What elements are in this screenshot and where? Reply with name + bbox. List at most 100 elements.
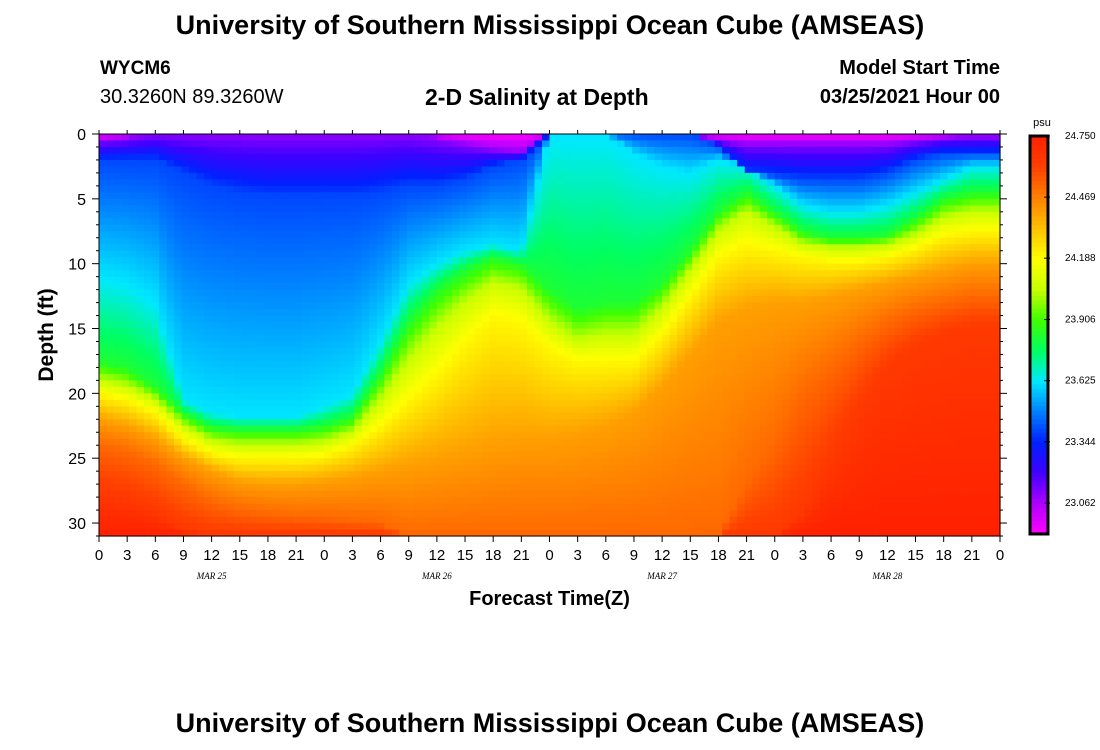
heatmap-cell xyxy=(249,192,258,200)
heatmap-cell xyxy=(564,451,573,459)
heatmap-cell xyxy=(226,386,235,394)
heatmap-cell xyxy=(279,393,288,401)
heatmap-cell xyxy=(617,231,626,239)
heatmap-cell xyxy=(159,347,168,356)
heatmap-cell xyxy=(624,172,633,180)
heatmap-cell xyxy=(219,244,228,252)
heatmap-cell xyxy=(541,140,551,148)
heatmap-cell xyxy=(444,166,453,174)
heatmap-cell xyxy=(294,237,303,245)
heatmap-cell xyxy=(459,484,468,492)
heatmap-cell xyxy=(99,218,108,226)
heatmap-cell xyxy=(549,523,558,531)
heatmap-cell xyxy=(144,172,153,180)
heatmap-cell xyxy=(466,458,476,466)
heatmap-cell xyxy=(331,179,340,187)
heatmap-cell xyxy=(421,373,430,381)
heatmap-cell xyxy=(511,166,521,174)
heatmap-cell xyxy=(459,438,468,446)
heatmap-cell xyxy=(632,464,641,472)
heatmap-cell xyxy=(331,399,340,407)
heatmap-cell xyxy=(219,432,228,440)
heatmap-cell xyxy=(136,244,145,252)
heatmap-cell xyxy=(136,192,145,200)
heatmap-cell xyxy=(211,438,220,446)
heatmap-cell xyxy=(354,335,363,343)
heatmap-cell xyxy=(579,347,588,356)
heatmap-cell xyxy=(181,445,190,453)
heatmap-cell xyxy=(647,205,656,213)
heatmap-cell xyxy=(136,438,145,446)
heatmap-cell xyxy=(496,406,506,414)
heatmap-cell xyxy=(376,347,385,356)
heatmap-cell xyxy=(189,484,198,492)
heatmap-cell xyxy=(106,302,115,310)
heatmap-cell xyxy=(496,283,506,291)
heatmap-cell xyxy=(376,445,385,453)
heatmap-cell xyxy=(594,296,603,304)
heatmap-cell xyxy=(391,367,400,375)
heatmap-cell xyxy=(256,270,265,278)
heatmap-cell xyxy=(414,464,423,472)
heatmap-cell xyxy=(204,445,213,453)
heatmap-cell xyxy=(549,270,558,278)
heatmap-cell xyxy=(391,529,400,537)
heatmap-cell xyxy=(587,503,596,511)
heatmap-cell xyxy=(549,510,558,518)
heatmap-cell xyxy=(549,289,558,297)
heatmap-cell xyxy=(692,412,701,420)
heatmap-cell xyxy=(279,412,288,420)
heatmap-cell xyxy=(159,140,168,148)
heatmap-cell xyxy=(684,477,693,485)
heatmap-cell xyxy=(466,159,476,168)
heatmap-cell xyxy=(564,134,573,142)
heatmap-cell xyxy=(361,185,370,193)
heatmap-cell xyxy=(159,205,168,213)
heatmap-cell xyxy=(211,166,220,174)
heatmap-cell xyxy=(406,276,415,284)
heatmap-cell xyxy=(466,302,476,310)
heatmap-cell xyxy=(226,484,235,492)
heatmap-cell xyxy=(271,134,280,142)
heatmap-cell xyxy=(609,250,618,258)
heatmap-cell xyxy=(684,386,693,394)
heatmap-cell xyxy=(662,354,671,362)
heatmap-cell xyxy=(624,134,633,142)
heatmap-cell xyxy=(204,211,213,219)
heatmap-cell xyxy=(692,484,701,492)
heatmap-cell xyxy=(324,425,333,433)
heatmap-cell xyxy=(617,399,626,407)
heatmap-cell xyxy=(211,263,220,271)
heatmap-cell xyxy=(662,231,671,239)
heatmap-cell xyxy=(286,192,295,200)
heatmap-cell xyxy=(129,315,138,323)
heatmap-cell xyxy=(241,464,250,472)
heatmap-cell xyxy=(249,412,258,420)
heatmap-cell xyxy=(129,419,138,427)
heatmap-cell xyxy=(136,335,145,343)
heatmap-cell xyxy=(114,419,123,427)
heatmap-cell xyxy=(564,244,573,252)
heatmap-cell xyxy=(429,464,438,472)
heatmap-cell xyxy=(504,529,513,537)
heatmap-cell xyxy=(264,360,273,369)
heatmap-cell xyxy=(331,276,340,284)
heatmap-cell xyxy=(549,354,558,362)
heatmap-cell xyxy=(662,523,671,531)
heatmap-cell xyxy=(339,172,348,180)
heatmap-cell xyxy=(136,283,145,291)
heatmap-cell xyxy=(346,412,355,420)
heatmap-cell xyxy=(286,399,295,407)
heatmap-cell xyxy=(324,464,333,472)
heatmap-cell xyxy=(406,432,415,440)
heatmap-cell xyxy=(136,276,145,284)
heatmap-cell xyxy=(549,134,558,142)
heatmap-cell xyxy=(526,159,536,168)
heatmap-cell xyxy=(391,484,400,492)
heatmap-cell xyxy=(534,354,543,362)
heatmap-cell xyxy=(271,276,280,284)
heatmap-cell xyxy=(669,497,678,505)
heatmap-cell xyxy=(166,237,175,245)
heatmap-cell xyxy=(316,224,325,232)
heatmap-cell xyxy=(384,322,393,330)
